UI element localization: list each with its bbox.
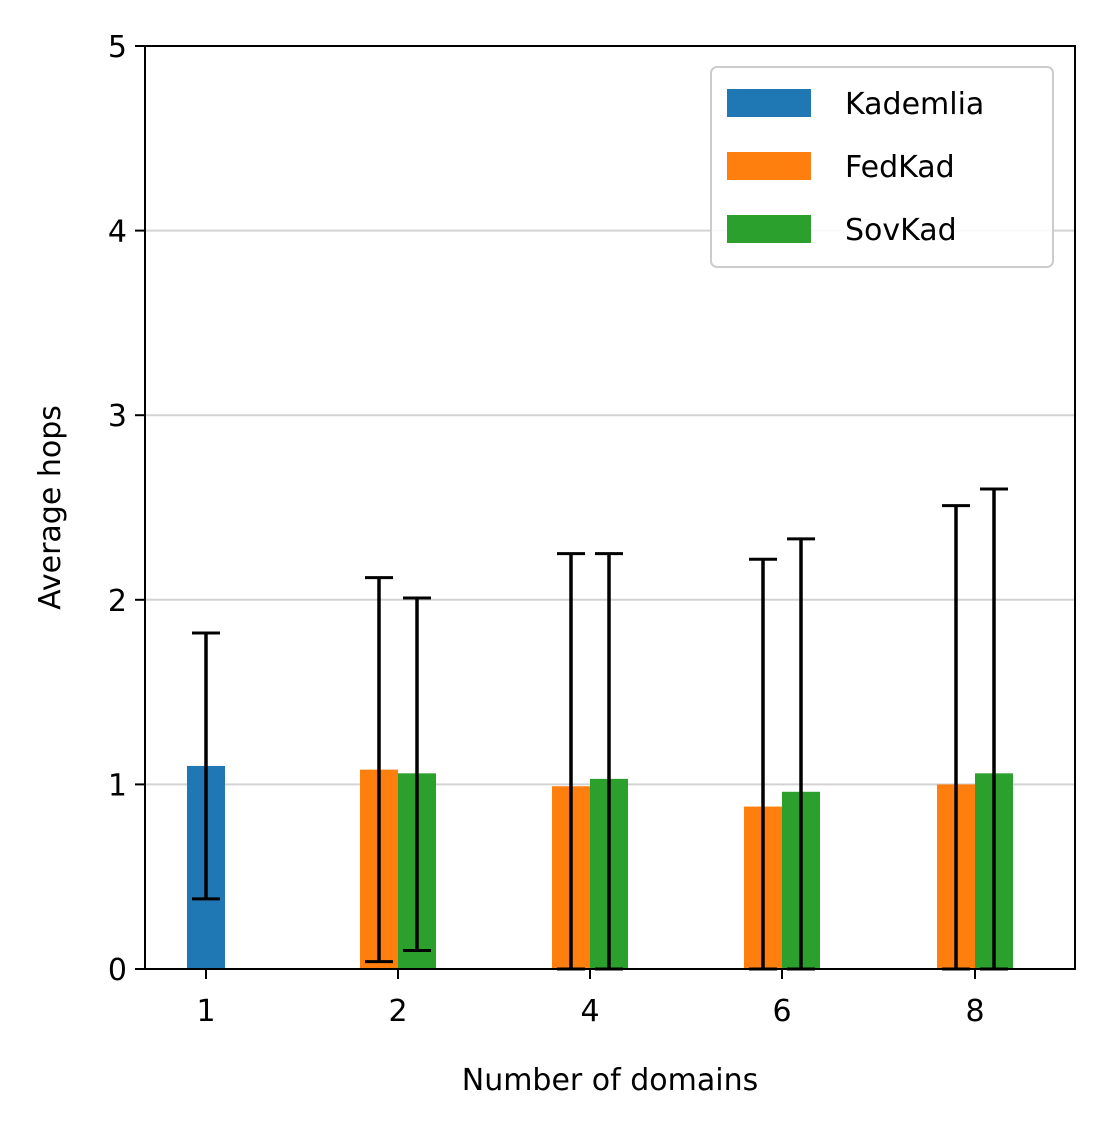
y-tick-label-3: 3 <box>108 399 127 434</box>
x-tick-label-8: 8 <box>965 994 984 1029</box>
legend: Kademlia FedKad SovKad <box>710 66 1054 268</box>
legend-swatch-sovkad <box>727 215 811 243</box>
x-tick-label-4: 4 <box>580 994 599 1029</box>
x-axis-title: Number of domains <box>462 1063 758 1098</box>
legend-swatch-kademlia <box>727 89 811 117</box>
plot-frame <box>144 45 1076 970</box>
x-tick-label-1: 1 <box>196 994 215 1029</box>
error-bars <box>192 487 1008 971</box>
legend-label-sovkad: SovKad <box>845 213 957 248</box>
legend-label-kademlia: Kademlia <box>845 87 984 122</box>
y-tick-label-4: 4 <box>108 215 127 250</box>
y-tick-label-1: 1 <box>108 768 127 803</box>
legend-swatch-fedkad <box>727 152 811 180</box>
y-tick-label-0: 0 <box>108 953 127 988</box>
x-tick-label-2: 2 <box>388 994 407 1029</box>
bars <box>187 765 1013 969</box>
legend-label-fedkad: FedKad <box>845 150 955 185</box>
y-axis-title: Average hops <box>33 405 68 610</box>
y-tick-label-2: 2 <box>108 584 127 619</box>
y-tick-label-5: 5 <box>108 30 127 65</box>
x-tick-label-6: 6 <box>772 994 791 1029</box>
axis-ticks: 0 1 2 3 4 5 1 2 4 6 8 <box>108 30 985 1029</box>
